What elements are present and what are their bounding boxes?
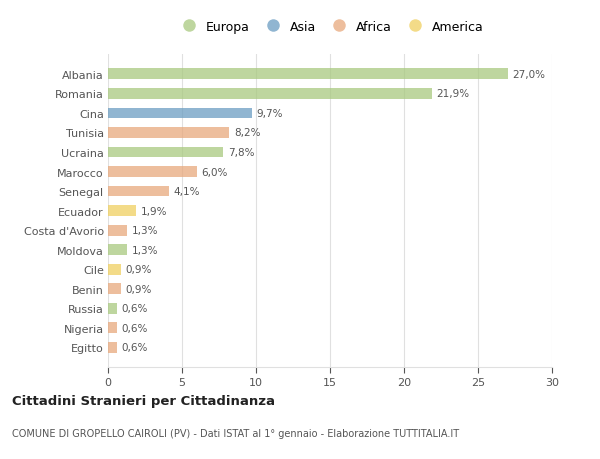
Text: 1,3%: 1,3% <box>131 226 158 235</box>
Bar <box>108 128 229 139</box>
Text: 0,6%: 0,6% <box>121 323 148 333</box>
Bar <box>108 303 117 314</box>
Text: 27,0%: 27,0% <box>512 70 545 79</box>
Text: 7,8%: 7,8% <box>228 148 254 157</box>
Text: 4,1%: 4,1% <box>173 187 200 196</box>
Text: 0,6%: 0,6% <box>121 343 148 353</box>
Text: 0,6%: 0,6% <box>121 304 148 313</box>
Bar <box>108 245 127 256</box>
Bar <box>108 108 251 119</box>
Text: 9,7%: 9,7% <box>256 109 283 118</box>
Bar <box>108 89 432 100</box>
Bar <box>108 147 223 158</box>
Text: 0,9%: 0,9% <box>126 265 152 274</box>
Bar <box>108 342 117 353</box>
Legend: Europa, Asia, Africa, America: Europa, Asia, Africa, America <box>176 21 484 34</box>
Text: 0,9%: 0,9% <box>126 284 152 294</box>
Text: 1,9%: 1,9% <box>140 206 167 216</box>
Bar <box>108 284 121 295</box>
Bar <box>108 69 508 80</box>
Text: COMUNE DI GROPELLO CAIROLI (PV) - Dati ISTAT al 1° gennaio - Elaborazione TUTTIT: COMUNE DI GROPELLO CAIROLI (PV) - Dati I… <box>12 428 459 438</box>
Bar <box>108 225 127 236</box>
Text: Cittadini Stranieri per Cittadinanza: Cittadini Stranieri per Cittadinanza <box>12 394 275 407</box>
Text: 6,0%: 6,0% <box>201 167 227 177</box>
Bar <box>108 186 169 197</box>
Bar <box>108 323 117 334</box>
Text: 8,2%: 8,2% <box>234 128 260 138</box>
Text: 21,9%: 21,9% <box>437 89 470 99</box>
Bar <box>108 206 136 217</box>
Text: 1,3%: 1,3% <box>131 245 158 255</box>
Bar <box>108 264 121 275</box>
Bar <box>108 167 197 178</box>
